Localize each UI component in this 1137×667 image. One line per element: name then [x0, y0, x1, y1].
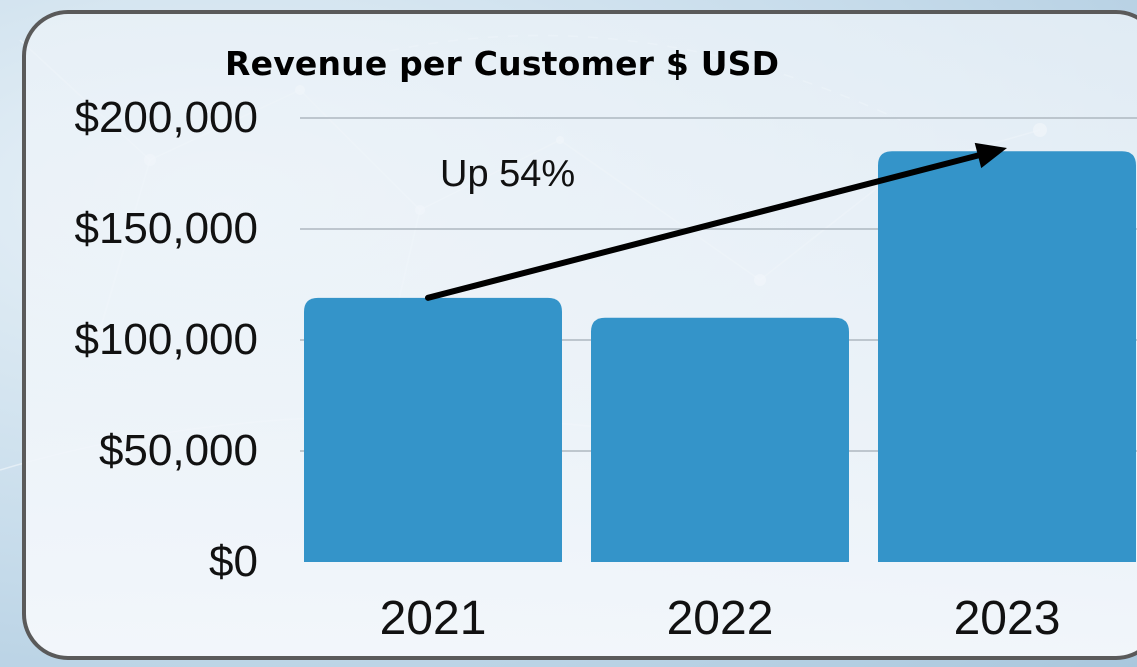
- x-tick-label: 2021: [380, 592, 487, 645]
- x-tick-label: 2023: [954, 592, 1061, 645]
- bar-2021: [304, 297, 562, 562]
- bar-2023: [878, 151, 1136, 563]
- growth-arrow-head: [974, 142, 1007, 169]
- y-tick-label: $150,000: [74, 204, 258, 253]
- bars: [304, 151, 1136, 563]
- y-tick-label: $50,000: [99, 426, 258, 475]
- y-axis-ticks: $0 $50,000 $100,000 $150,000 $200,000: [74, 93, 258, 586]
- y-tick-label: $100,000: [74, 315, 258, 364]
- growth-arrow: [425, 142, 1007, 301]
- growth-arrow-line: [425, 152, 981, 301]
- y-tick-label: $200,000: [74, 93, 258, 142]
- x-axis-ticks: 2021 2022 2023: [380, 592, 1061, 645]
- growth-annotation: Up 54%: [440, 153, 575, 195]
- bar-2022: [591, 317, 849, 562]
- chart-title: Revenue per Customer $ USD: [225, 44, 780, 83]
- x-tick-label: 2022: [667, 592, 774, 645]
- y-tick-label: $0: [209, 537, 258, 586]
